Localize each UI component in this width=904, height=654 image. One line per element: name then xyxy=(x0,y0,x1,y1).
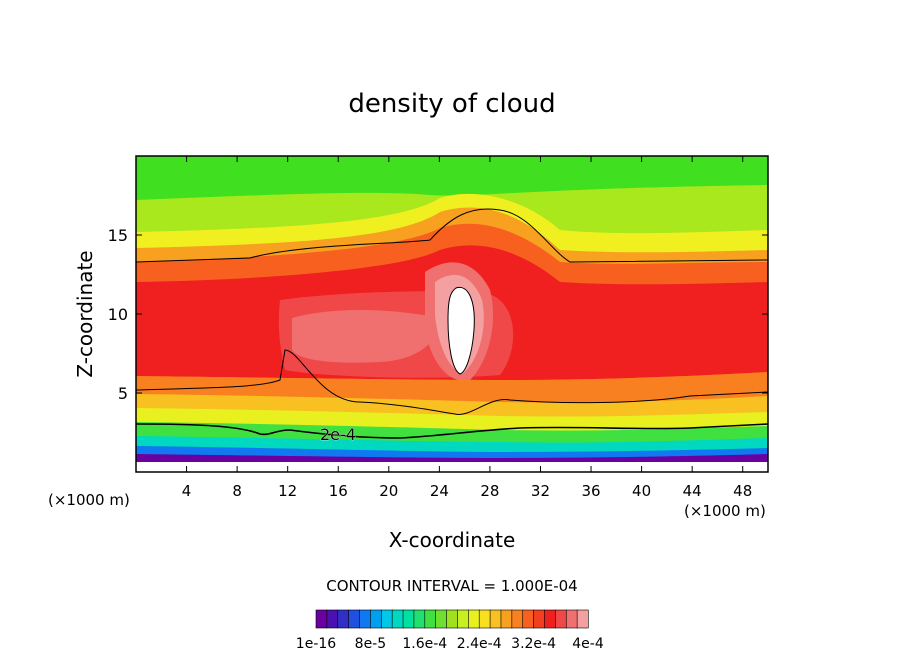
colorbar-swatch xyxy=(315,609,328,629)
colorbar-swatch xyxy=(370,609,382,629)
x-tick-label: 20 xyxy=(379,482,398,500)
x-tick-label: 40 xyxy=(632,482,651,500)
y-tick-label: 5 xyxy=(118,384,128,403)
contour-mid xyxy=(136,349,768,415)
colorbar-swatch xyxy=(511,609,524,629)
colorbar-tick-label: 2.4e-4 xyxy=(457,636,502,652)
colorbar-tick-label: 1e-16 xyxy=(296,636,336,652)
colorbar-swatch xyxy=(565,609,578,629)
colorbar-swatch xyxy=(446,609,459,629)
colorbar-swatch xyxy=(522,609,535,629)
colorbar-swatch xyxy=(435,609,448,629)
colorbar-tick-label: 8e-5 xyxy=(355,636,386,652)
contour-top xyxy=(136,208,768,263)
colorbar-swatch xyxy=(544,609,556,629)
colorbar-swatch xyxy=(359,609,371,629)
colorbar-swatch xyxy=(468,609,480,629)
x-tick-label: 44 xyxy=(683,482,702,500)
x-tick-label: 36 xyxy=(581,482,600,500)
colorbar-labels: 1e-16 8e-5 1.6e-4 2.4e-4 3.2e-4 4e-4 xyxy=(296,636,604,652)
band-bottom-white xyxy=(136,462,768,472)
x-unit-left: (×1000 m) xyxy=(48,491,130,509)
y-tick-label: 10 xyxy=(108,305,128,324)
colorbar-swatch xyxy=(326,609,339,629)
y-axis-ticks: 5 10 15 xyxy=(108,226,768,403)
chart-title: density of cloud xyxy=(348,89,555,119)
colorbar-swatch xyxy=(424,609,437,629)
colorbar-swatch xyxy=(576,609,589,629)
x-tick-label: 28 xyxy=(480,482,499,500)
colorbar-swatch xyxy=(413,609,426,629)
x-tick-label: 16 xyxy=(329,482,348,500)
x-axis-label: X-coordinate xyxy=(389,528,516,552)
colorbar-tick-label: 3.2e-4 xyxy=(511,636,556,652)
x-unit-right: (×1000 m) xyxy=(684,502,766,520)
colorbar-tick-label: 4e-4 xyxy=(572,636,604,652)
colorbar-swatch xyxy=(500,609,513,629)
band-pink-2 xyxy=(292,310,440,363)
x-axis-ticks: 4 8 12 16 20 24 28 32 36 40 44 48 xyxy=(182,156,752,500)
x-tick-label: 4 xyxy=(182,482,192,500)
colorbar-swatch xyxy=(402,609,415,629)
colorbar-swatch xyxy=(555,609,567,629)
x-tick-label: 48 xyxy=(733,482,752,500)
peak-region xyxy=(447,286,475,375)
colorbar-swatch xyxy=(380,609,393,629)
colorbar-swatch xyxy=(457,609,469,629)
contour-2e-4 xyxy=(136,423,768,439)
colorbar-swatch xyxy=(337,609,350,629)
x-tick-label: 12 xyxy=(278,482,297,500)
contour-label: 2e-4 xyxy=(320,425,356,444)
plot-area xyxy=(136,156,768,472)
y-tick-label: 15 xyxy=(108,226,128,245)
colorbar-swatch xyxy=(489,609,502,629)
colorbar xyxy=(315,609,589,629)
contour-interval-text: CONTOUR INTERVAL = 1.000E-04 xyxy=(326,577,577,595)
colorbar-swatch xyxy=(478,609,491,629)
x-tick-label: 8 xyxy=(232,482,242,500)
colorbar-tick-label: 1.6e-4 xyxy=(402,636,447,652)
x-tick-label: 32 xyxy=(531,482,550,500)
y-axis-label: Z-coordinate xyxy=(73,250,97,377)
colorbar-swatch xyxy=(391,609,404,629)
colorbar-swatch xyxy=(533,609,546,629)
colorbar-swatch xyxy=(348,609,361,629)
x-tick-label: 24 xyxy=(430,482,449,500)
